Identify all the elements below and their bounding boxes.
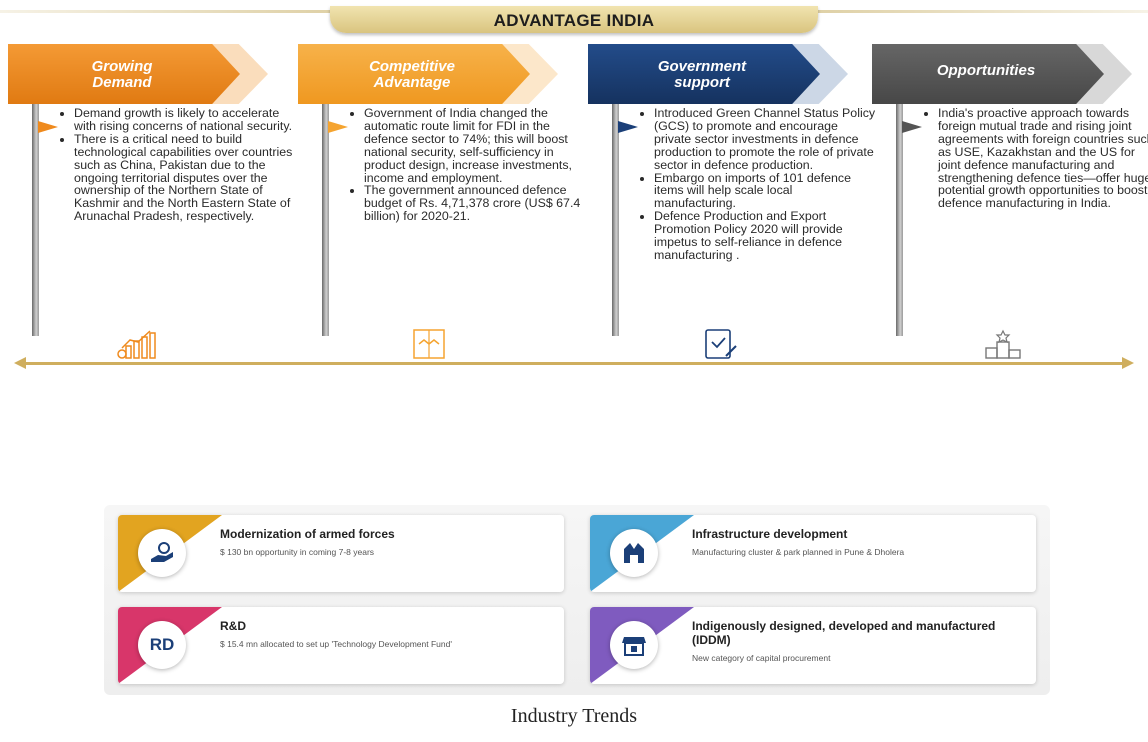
column-bar	[896, 104, 903, 336]
flag-marker	[38, 121, 58, 133]
column-title: Growing Demand	[91, 58, 153, 91]
column-title: Competitive Advantage	[369, 58, 455, 91]
timeline-arrow	[14, 357, 1134, 369]
list-item: Government of India changed the automati…	[364, 107, 586, 185]
list-item: Defence Production and Export Promotion …	[654, 210, 876, 262]
rnd-badge-text: RD	[149, 635, 175, 654]
column-bar	[32, 104, 39, 336]
trend-title: Infrastructure development	[692, 527, 848, 541]
flag-marker	[618, 121, 638, 133]
industry-trends-panel: Modernization of armed forces $ 130 bn o…	[104, 505, 1050, 695]
column-title: Government support	[657, 58, 747, 91]
column-title: Opportunities	[936, 62, 1036, 79]
trend-description: $ 130 bn opportunity in coming 7-8 years	[220, 547, 375, 557]
trend-card-infrastructure: Infrastructure development Manufacturing…	[590, 515, 1036, 592]
bullet-list: Government of India changed the automati…	[350, 107, 586, 223]
column-competitive-advantage: Competitive Advantage Government of Indi…	[298, 44, 580, 359]
bullet-list: Introduced Green Channel Status Policy (…	[640, 107, 876, 262]
list-item: Embargo on imports of 101 defence items …	[654, 171, 876, 211]
footer-caption: Industry Trends	[510, 705, 638, 727]
column-growing-demand: Growing Demand Demand growth is likely t…	[8, 44, 292, 359]
trend-title: Modernization of armed forces	[220, 527, 395, 541]
bullet-list: Demand growth is likely to accelerate wi…	[60, 107, 296, 223]
column-header: Opportunities	[872, 44, 1104, 104]
list-item: There is a critical need to build techno…	[74, 132, 296, 223]
list-item: The government announced defence budget …	[364, 184, 586, 223]
list-item: Introduced Green Channel Status Policy (…	[654, 107, 876, 172]
factory-icon	[610, 529, 658, 577]
handshake-book-icon	[413, 329, 445, 359]
column-bar	[322, 104, 329, 336]
trend-title: R&D	[220, 619, 246, 633]
trend-title: Indigenously designed, developed and man…	[692, 619, 996, 647]
trend-card-rnd: RD R&D $ 15.4 mn allocated to set up 'Te…	[118, 607, 564, 684]
podium-icon	[985, 329, 1021, 359]
column-bar	[612, 104, 619, 336]
column-header: Growing Demand	[8, 44, 240, 104]
trend-card-iddm: Indigenously designed, developed and man…	[590, 607, 1036, 684]
trend-description: Manufacturing cluster & park planned in …	[692, 547, 905, 557]
column-opportunities: Opportunities India's proactive approach…	[872, 44, 1148, 359]
store-icon	[610, 621, 658, 669]
hand-coin-icon	[138, 529, 186, 577]
list-item: India's proactive approach towards forei…	[938, 107, 1148, 210]
policy-document-icon	[705, 329, 737, 359]
column-header: Competitive Advantage	[298, 44, 530, 104]
flag-marker	[328, 121, 348, 133]
trend-card-modernization: Modernization of armed forces $ 130 bn o…	[118, 515, 564, 592]
bullet-list: India's proactive approach towards forei…	[924, 107, 1148, 210]
column-header: Government support	[588, 44, 820, 104]
rnd-icon: RD	[138, 621, 186, 669]
growth-chart-icon	[117, 330, 156, 359]
page-title: ADVANTAGE INDIA	[330, 6, 818, 33]
list-item: Demand growth is likely to accelerate wi…	[74, 107, 296, 133]
trend-description: $ 15.4 mn allocated to set up 'Technolog…	[220, 639, 452, 649]
trend-description: New category of capital procurement	[692, 653, 831, 663]
flag-marker	[902, 121, 922, 133]
column-government-support: Government support Introduced Green Chan…	[588, 44, 875, 359]
